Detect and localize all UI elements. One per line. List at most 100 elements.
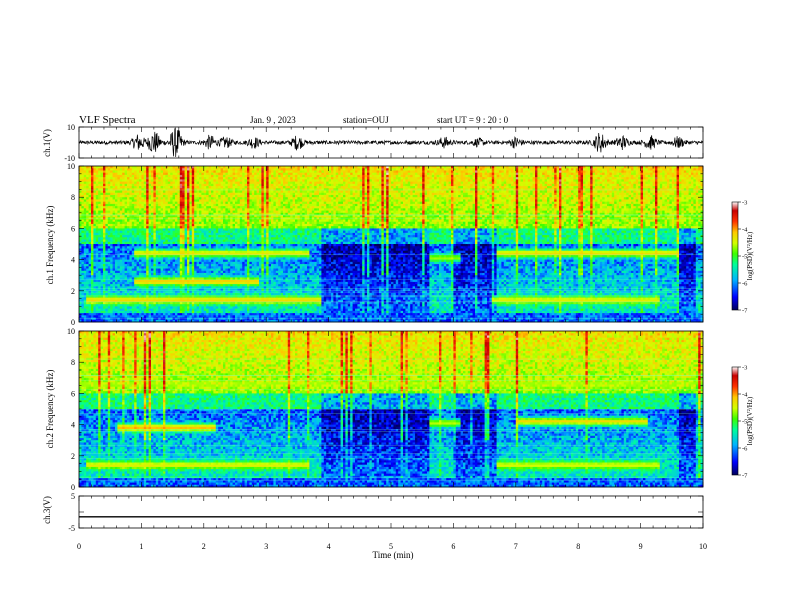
- ch1-spectrogram-cell: [141, 315, 145, 318]
- ch1-spectrogram-cell: [100, 201, 104, 205]
- ch1-spectrogram-cell: [98, 210, 101, 214]
- ch1-spectrogram-cell: [117, 257, 121, 260]
- ch1-spectrogram-cell: [134, 235, 137, 238]
- ch1-spectrogram-cell: [136, 226, 140, 229]
- ch1-spectrogram-cell: [129, 317, 133, 321]
- ch1-spectrogram-cell: [117, 201, 121, 205]
- ch1-spectrogram-cell: [151, 199, 154, 203]
- ch1-spectrogram-cell: [91, 272, 94, 276]
- ch1-spectrogram-cell: [88, 206, 92, 209]
- ch1-spectrogram-cell: [91, 266, 94, 269]
- ch1-spectrogram-cell: [134, 301, 137, 305]
- ch1-spectrogram-cell: [124, 313, 128, 316]
- ch1-spectrogram-cell: [129, 261, 133, 265]
- ch1-spectrogram-cell: [141, 257, 145, 260]
- ch1-spectrogram-cell: [88, 301, 92, 305]
- ch1-spectrogram-cell: [158, 228, 161, 232]
- ch1-spectrogram-cell: [134, 310, 137, 314]
- ch1-spectrogram-cell: [146, 239, 149, 243]
- ch1-spectrogram-cell: [98, 308, 101, 312]
- ch1-spectrogram-cell: [119, 212, 123, 216]
- ch1-spectrogram-cell: [98, 268, 101, 272]
- ch1-spectrogram-cell: [119, 264, 123, 267]
- ch1-spectrogram-cell: [146, 215, 149, 218]
- ch1-spectrogram-cell: [95, 241, 99, 245]
- ch1-spectrogram-cell: [91, 223, 94, 227]
- ch1-spectrogram-cell: [110, 288, 113, 292]
- ch1-spectrogram-cell: [93, 288, 97, 292]
- ch1-spectrogram-cell: [98, 241, 101, 245]
- ch1-spectrogram-cell: [83, 179, 87, 182]
- ch1-spectrogram-cell: [112, 228, 116, 232]
- ch1-spectrogram-cell: [91, 310, 94, 314]
- ch1-spectrogram-cell: [117, 237, 121, 240]
- ch1-spectrogram-cell: [148, 168, 152, 171]
- ch1-spectrogram-cell: [134, 201, 137, 205]
- ch1-spectrogram-cell: [93, 215, 97, 218]
- ch1-spectrogram-cell: [91, 232, 94, 236]
- ch1-spectrogram-cell: [129, 286, 133, 289]
- ch1-spectrogram-cell: [127, 306, 130, 310]
- ch1-spectrogram-cell: [131, 179, 135, 182]
- ch1-spectrogram-cell: [146, 255, 149, 258]
- ch1-spectrogram-cell: [115, 297, 118, 301]
- ch1-spectrogram-cell: [151, 313, 154, 316]
- ch1-spectrogram-cell: [155, 174, 159, 178]
- ch1-spectrogram-cell: [83, 250, 87, 254]
- ch1-spectrogram-cell: [110, 319, 113, 323]
- ch1-spectrogram-cell: [134, 168, 137, 171]
- ch1-spectrogram-cell: [139, 239, 142, 243]
- ch1-spectrogram-cell: [88, 295, 92, 298]
- ch1-spectrogram-cell: [112, 284, 116, 287]
- ch1-spectrogram-cell: [98, 179, 101, 182]
- ch1-spectrogram-cell: [134, 277, 137, 281]
- ch1-spectrogram-cell: [124, 275, 128, 278]
- ch1-spectrogram-cell: [81, 228, 85, 232]
- ch1-spectrogram-cell: [119, 319, 123, 323]
- ch1-spectrogram-cell: [122, 297, 125, 301]
- ch1-spectrogram-cell: [122, 181, 125, 185]
- ch1-spectrogram-cell: [136, 212, 140, 216]
- ch1-spectrogram-cell: [124, 259, 128, 263]
- ch1-spectrogram-cell: [117, 301, 121, 305]
- ch1-spectrogram-cell: [129, 313, 133, 316]
- ch1-spectrogram-cell: [155, 248, 159, 252]
- ch1-spectrogram-cell: [112, 201, 116, 205]
- ch1-spectrogram-cell: [91, 186, 94, 189]
- ch1-spectrogram-cell: [103, 304, 106, 307]
- ch1-spectrogram-cell: [148, 279, 152, 283]
- ch1-spectrogram-cell: [83, 186, 87, 189]
- ch1-spectrogram-cell: [143, 275, 147, 278]
- ch1-spectrogram-cell: [93, 210, 97, 214]
- ch1-spectrogram-cell: [93, 174, 97, 178]
- ch1-spectrogram-cell: [107, 313, 111, 316]
- ch1-spectrogram-cell: [105, 217, 109, 220]
- ch1-spectrogram-cell: [158, 219, 161, 223]
- ch1-spectrogram-cell: [110, 206, 113, 209]
- ch1-spectrogram-cell: [127, 199, 130, 203]
- ch1-spectrogram-cell: [95, 266, 99, 269]
- ch1-spectrogram-cell: [86, 179, 89, 182]
- ch1-spectrogram-cell: [146, 226, 149, 229]
- ch1-spectrogram-cell: [83, 301, 87, 305]
- ch1-spectrogram-cell: [83, 297, 87, 301]
- ch1-spectrogram-cell: [127, 241, 130, 245]
- ch1-spectrogram-cell: [139, 237, 142, 240]
- ch1-spectrogram-cell: [110, 212, 113, 216]
- ch1-spectrogram-cell: [83, 281, 87, 285]
- ch1-spectrogram-cell: [110, 310, 113, 314]
- ch1-spectrogram-cell: [129, 266, 133, 269]
- ch1-spectrogram-cell: [143, 217, 147, 220]
- ch1-spectrogram-cell: [141, 232, 145, 236]
- ch1-spectrogram-cell: [110, 210, 113, 214]
- ch1-spectrogram-cell: [100, 308, 104, 312]
- ch1-spectrogram-cell: [81, 237, 85, 240]
- ch1-spectrogram-cell: [124, 219, 128, 223]
- ch1-spectrogram-cell: [88, 188, 92, 191]
- ch1-spectrogram-cell: [148, 228, 152, 232]
- ch1-spectrogram-cell: [122, 304, 125, 307]
- ch1-spectrogram-cell: [100, 255, 104, 258]
- ch1-spectrogram-cell: [117, 293, 121, 296]
- ch1-spectrogram-cell: [83, 239, 87, 243]
- ch1-spectrogram-cell: [131, 266, 135, 269]
